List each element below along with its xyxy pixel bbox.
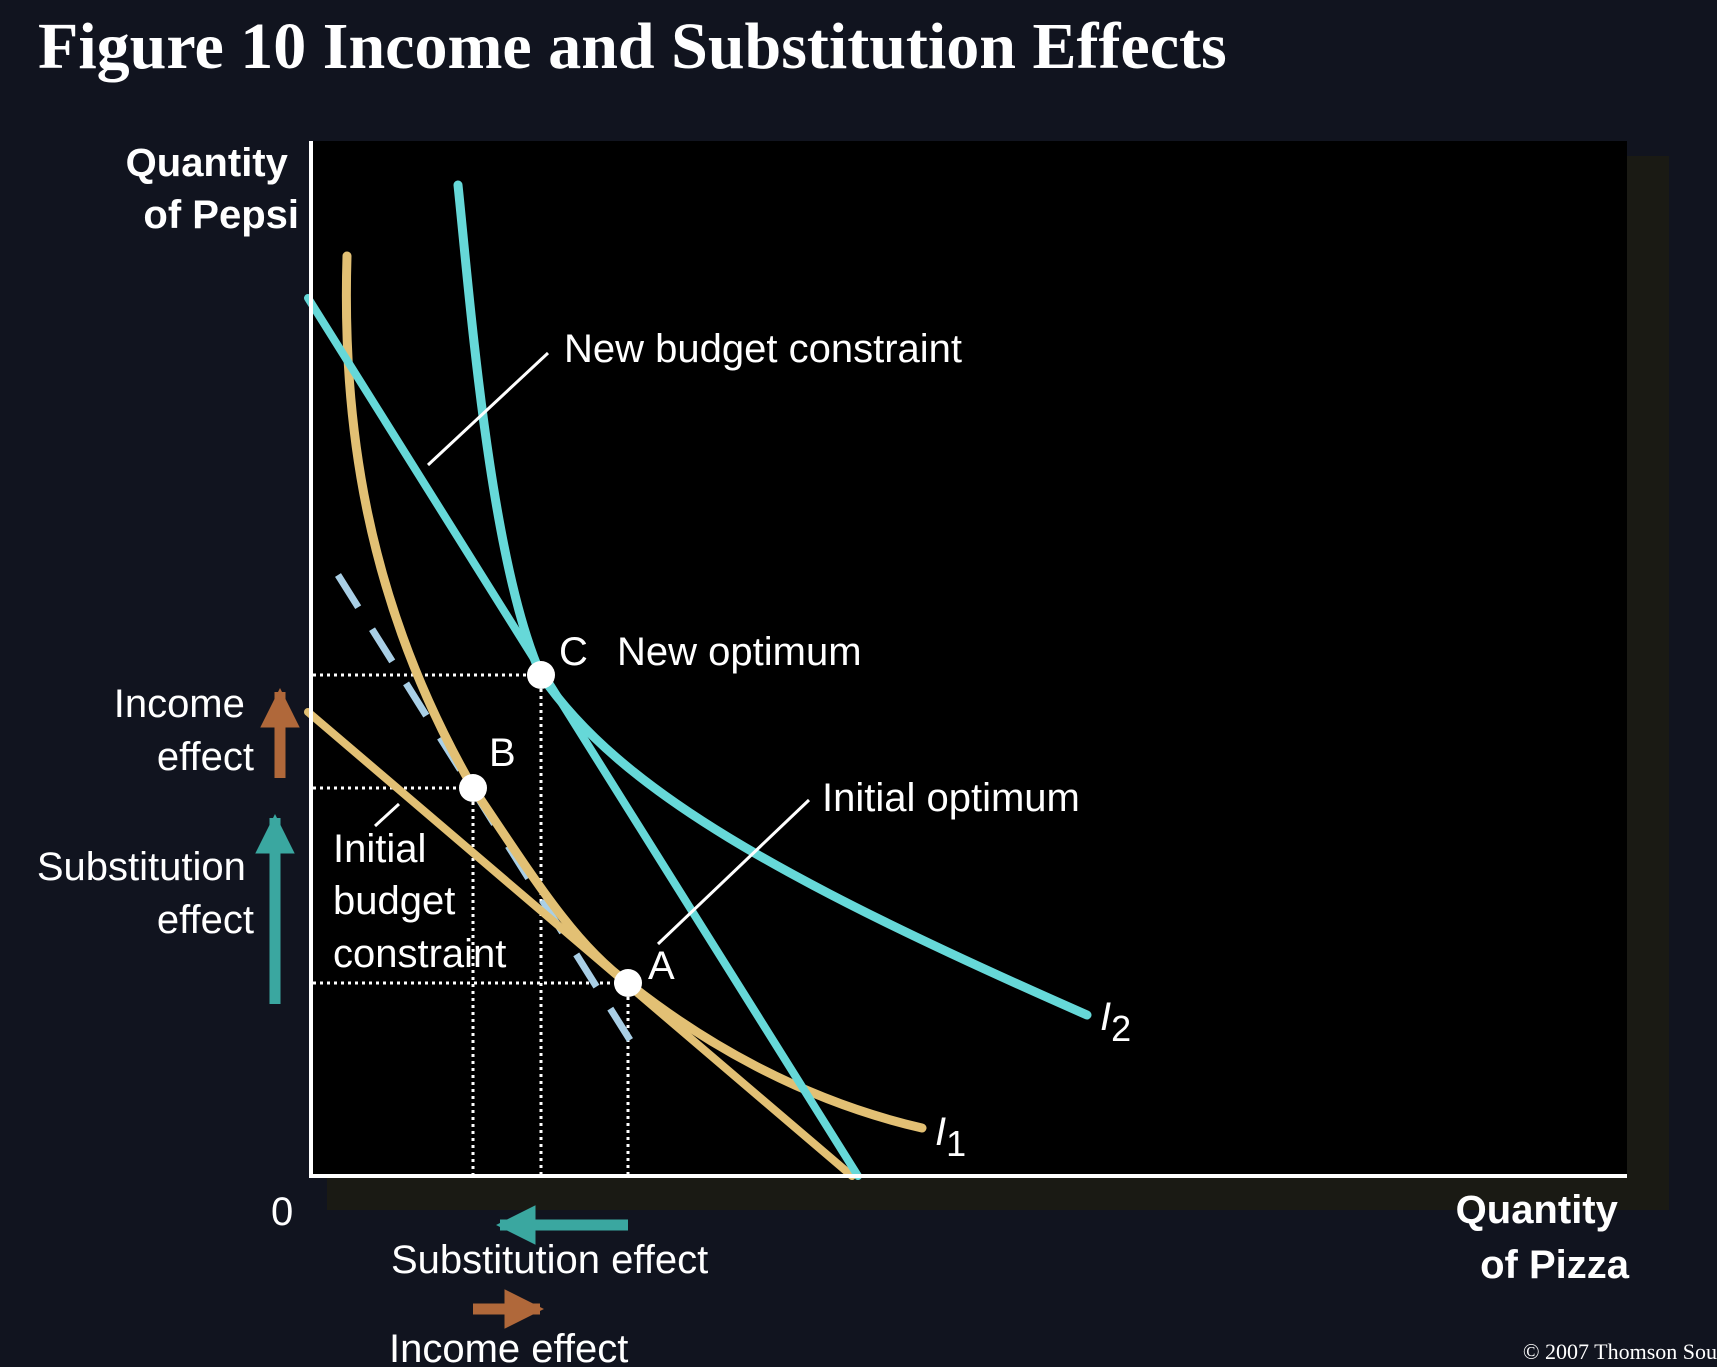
- i1-label: I: [935, 1110, 946, 1154]
- leader-new-budget: [426, 351, 550, 467]
- leader-initial-budget: [373, 802, 401, 828]
- y-axis-title-line1: Quantity: [126, 141, 289, 185]
- y-income-effect-label-line2: effect: [157, 735, 254, 779]
- x-substitution-effect-label: Substitution effect: [391, 1238, 708, 1282]
- point-a-label: A: [648, 944, 675, 988]
- i2-label: I: [1100, 995, 1111, 1039]
- leader-initial-optimum: [656, 798, 811, 946]
- point-c: [527, 661, 555, 689]
- point-a: [614, 969, 642, 997]
- point-b: [459, 774, 487, 802]
- i1-subscript: 1: [946, 1123, 966, 1164]
- point-c-label: C: [559, 630, 588, 674]
- initial-optimum-label: Initial optimum: [822, 776, 1080, 820]
- new-optimum-label: New optimum: [617, 630, 862, 674]
- svg-text:Substitution effect: Substitution effect: [37, 845, 257, 942]
- svg-text:I2: I2: [1100, 995, 1131, 1049]
- copyright-notice: © 2007 Thomson Sou: [1522, 1339, 1717, 1364]
- y-axis-title-line2: of Pepsi: [143, 193, 299, 237]
- svg-text:Quantity of Pepsi: Quantity of Pepsi: [126, 141, 299, 237]
- new-budget-line: [304, 294, 862, 1180]
- new-budget-constraint-label: New budget constraint: [564, 327, 962, 371]
- y-income-effect-label-line1: Income: [114, 682, 245, 726]
- indifference-curve-i1: [341, 251, 927, 1133]
- x-axis-title-line1: Quantity: [1456, 1188, 1619, 1232]
- svg-text:Quantity of Pizza: Quantity of Pizza: [1456, 1188, 1630, 1287]
- x-income-effect-label: Income effect: [389, 1327, 628, 1367]
- x-axis-title-line2: of Pizza: [1480, 1243, 1630, 1287]
- initial-budget-label-line3: constraint: [333, 932, 506, 976]
- y-substitution-effect-label-line1: Substitution: [37, 845, 246, 889]
- svg-text:I1: I1: [935, 1110, 966, 1164]
- initial-budget-label-line2: budget: [333, 879, 455, 923]
- y-substitution-effect-label-line2: effect: [157, 898, 254, 942]
- plot-area: [311, 141, 1627, 1178]
- initial-budget-label-line1: Initial: [333, 827, 426, 871]
- svg-text:Initial budget constra: Initial budget constraint: [333, 827, 506, 976]
- point-b-label: B: [489, 731, 516, 775]
- svg-text:Income effect: Income effect: [114, 682, 256, 779]
- i2-subscript: 2: [1111, 1008, 1131, 1049]
- page-title: Figure 10 Income and Substitution Effect…: [38, 10, 1227, 83]
- origin-label: 0: [271, 1190, 293, 1234]
